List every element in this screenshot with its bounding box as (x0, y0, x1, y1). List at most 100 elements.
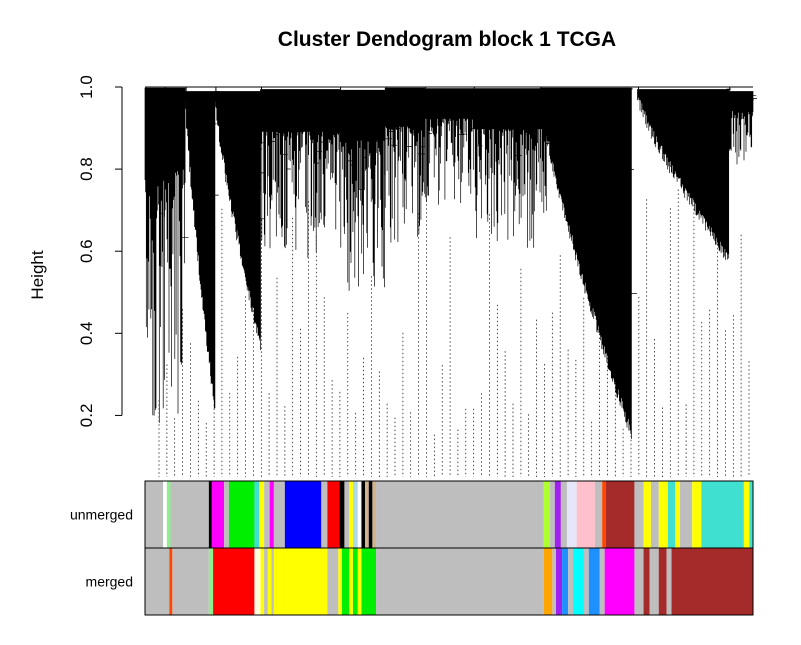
color-segment (376, 481, 544, 548)
color-segment (163, 481, 167, 548)
leaf-guide-path (158, 180, 750, 477)
color-segment (749, 481, 753, 548)
color-segment (352, 481, 358, 548)
color-segment (549, 481, 555, 548)
color-segment (560, 481, 567, 548)
color-segment (357, 481, 362, 548)
y-tick-label: 1.0 (77, 75, 96, 99)
color-segment (605, 481, 635, 548)
color-segment (264, 481, 270, 548)
color-segment (321, 481, 328, 548)
color-segment (273, 548, 328, 615)
color-segment (145, 548, 170, 615)
y-tick-label: 0.4 (77, 321, 96, 345)
color-segment (566, 481, 577, 548)
color-segment (666, 548, 672, 615)
color-segment (576, 481, 595, 548)
dendrogram-branch (214, 87, 265, 350)
y-tick-label: 0.8 (77, 157, 96, 181)
color-segment (594, 481, 603, 548)
chart-title: Cluster Dendogram block 1 TCGA (278, 28, 616, 51)
dendrogram-branch (384, 87, 427, 243)
color-segment (327, 548, 339, 615)
color-segment (357, 548, 362, 615)
color-segment (361, 481, 366, 548)
color-segment (254, 548, 261, 615)
color-segment (675, 481, 681, 548)
color-segment (341, 548, 350, 615)
branch-leaves (539, 87, 637, 439)
color-segment (588, 548, 600, 615)
color-segment (701, 481, 744, 548)
y-axis-label: Height (28, 250, 47, 299)
dendrogram-branch (728, 87, 757, 165)
color-segment (169, 548, 173, 615)
color-segment (349, 548, 353, 615)
color-segment (259, 481, 265, 548)
color-segment (284, 481, 322, 548)
color-segment (556, 548, 563, 615)
dendrogram-branch (144, 87, 171, 423)
color-segment (658, 481, 668, 548)
color-segment (273, 481, 285, 548)
branch-leaves (144, 87, 171, 423)
branch-leaves (339, 89, 391, 291)
branch-leaves (260, 89, 344, 258)
color-segment (649, 548, 659, 615)
color-segment (643, 548, 650, 615)
color-segment (264, 548, 268, 615)
color-segment (583, 548, 589, 615)
color-segment (228, 481, 255, 548)
color-segment (339, 481, 345, 548)
color-row-unmerged: unmerged (70, 480, 754, 549)
color-segment (271, 548, 274, 615)
color-segment (602, 481, 606, 548)
color-segment (643, 481, 651, 548)
color-segment (562, 548, 569, 615)
color-segment (338, 548, 342, 615)
color-segment (667, 481, 676, 548)
color-segment (692, 481, 702, 548)
color-segment (634, 548, 644, 615)
y-tick-label: 0.6 (77, 239, 96, 263)
dendrogram-branch (637, 87, 734, 260)
color-row-label: unmerged (70, 507, 133, 523)
y-axis: 0.2 0.4 0.6 0.8 1.0 (77, 75, 123, 427)
color-segment (376, 548, 544, 615)
branch-leaves (472, 88, 552, 248)
color-segment (349, 481, 353, 548)
color-segment (166, 481, 171, 548)
color-segment (658, 548, 667, 615)
color-segment (573, 548, 584, 615)
color-segment (671, 548, 753, 615)
color-segment (269, 481, 274, 548)
module-color-rows: unmerged merged (70, 480, 754, 616)
color-segment (743, 481, 750, 548)
color-segment (170, 481, 209, 548)
color-segment (568, 548, 574, 615)
branch-leaves (637, 88, 734, 260)
color-segment (368, 481, 373, 548)
color-segment (372, 481, 377, 548)
leaf-guide-lines (158, 180, 750, 477)
color-segment (344, 481, 350, 548)
color-row-merged: merged (86, 547, 754, 616)
color-segment (552, 548, 557, 615)
color-segment (604, 548, 635, 615)
dendrogram-branch (472, 87, 552, 248)
color-segment (599, 548, 605, 615)
branch-leaves (214, 90, 265, 350)
dendrogram-branch (164, 87, 189, 414)
color-segment (208, 548, 214, 615)
color-segment (365, 481, 369, 548)
color-segment (554, 481, 561, 548)
branch-leaves (384, 87, 427, 243)
branch-leaves (184, 91, 219, 409)
color-segment (680, 481, 693, 548)
color-segment (211, 481, 225, 548)
color-segment (352, 548, 358, 615)
color-segment (145, 481, 164, 548)
color-segment (224, 481, 229, 548)
color-row-border (144, 547, 754, 616)
color-segment (267, 548, 272, 615)
